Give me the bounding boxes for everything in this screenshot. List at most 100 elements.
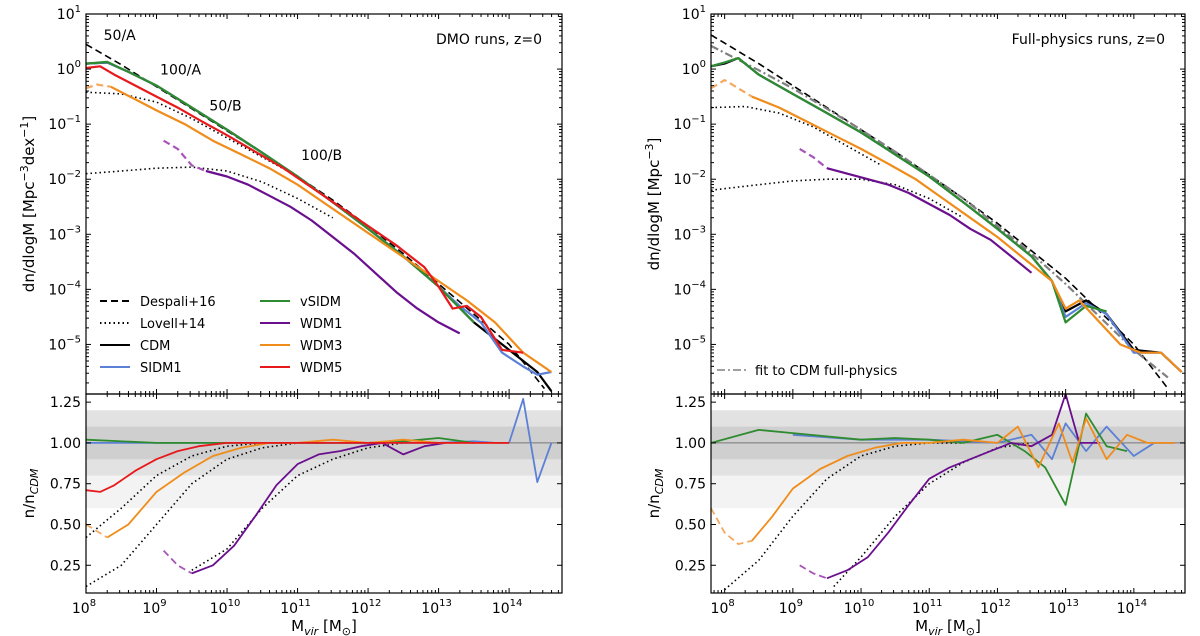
series-line-lovell-14-wdm1- xyxy=(86,166,334,219)
series-line-wdm3-unresolved- xyxy=(711,78,753,98)
ratio-series xyxy=(711,394,1175,591)
ratio-line-vsidm xyxy=(711,412,1128,506)
run-annotation: 50/A xyxy=(104,28,137,44)
y-tick-label: 10−5 xyxy=(48,334,81,353)
x-tick-label: 1012 xyxy=(980,598,1011,617)
x-tick-label: 1012 xyxy=(351,598,382,617)
run-annotation: 100/B xyxy=(301,148,342,164)
series-line-cdm xyxy=(711,56,1183,373)
mass-function-series xyxy=(711,34,1183,389)
y-tick-label: 100 xyxy=(682,59,706,78)
y-tick-label: 10−1 xyxy=(673,114,706,133)
x-axis-label: Mvir [M⊙] xyxy=(915,617,981,636)
y-tick-label: 10−3 xyxy=(48,224,81,243)
x-tick-label: 1014 xyxy=(1117,598,1148,617)
y-tick-label: 10−2 xyxy=(48,169,81,188)
panel-title: DMO runs, z=0 xyxy=(436,32,542,48)
legend: fit to CDM full-physics xyxy=(717,364,897,379)
x-tick-label: 109 xyxy=(142,598,166,617)
legend-label: Lovell+14 xyxy=(140,317,205,332)
x-axis-label: Mvir [M⊙] xyxy=(291,617,357,636)
legend-label: CDM xyxy=(140,339,170,354)
x-tick-label: 1013 xyxy=(1048,598,1079,617)
series-line-wdm1 xyxy=(205,169,461,335)
legend-label: fit to CDM full-physics xyxy=(755,364,897,379)
ratio-line-lovell-14-wdm1- xyxy=(191,442,404,571)
x-tick-label: 108 xyxy=(711,598,735,617)
y-tick-label: 10−4 xyxy=(673,279,706,298)
ratio-line-wdm1-unresolved- xyxy=(799,564,828,580)
y-axis-label: dn/dlogM [Mpc−3] xyxy=(643,138,663,271)
ratio-line-lovell-14-wdm5- xyxy=(86,442,298,539)
ratio-bands xyxy=(711,410,1185,509)
series-line-sidm1 xyxy=(711,56,1183,373)
y-tick-label: 100 xyxy=(57,59,81,78)
legend-label: WDM3 xyxy=(300,339,342,354)
x-tick-label: 108 xyxy=(72,598,96,617)
legend-label: WDM1 xyxy=(300,317,342,332)
y-tick-label: 101 xyxy=(682,4,706,23)
series-line-wdm1 xyxy=(826,167,1033,274)
ratio-tick-label: 0.75 xyxy=(50,477,81,493)
ratio-tick-label: 1.00 xyxy=(50,436,81,452)
ratio-tick-label: 1.25 xyxy=(675,395,706,411)
legend-label: WDM5 xyxy=(300,361,342,376)
y-tick-label: 10−2 xyxy=(673,169,706,188)
series-line-wdm3 xyxy=(751,95,1183,373)
ratio-tick-label: 1.00 xyxy=(675,436,706,452)
y-tick-label: 101 xyxy=(57,4,81,23)
ratio-line-lovell-14-wdm3- xyxy=(86,442,333,588)
ratio-line-lovell-14-wdm1- xyxy=(833,442,1032,588)
ratio-series xyxy=(86,397,553,588)
panel-full-physics-runs: 108 109 1010 1011 1012 1013 1014 101 100 10−1 10−2… xyxy=(643,4,1186,636)
ratio-line-wdm3 xyxy=(751,417,1175,542)
ratio-line-wdm3-unresolved- xyxy=(711,507,753,545)
legend-label: vSIDM xyxy=(300,295,341,310)
ratio-tick-label: 0.25 xyxy=(675,558,706,574)
series-line-vsidm xyxy=(86,60,475,324)
ratio-tick-label: 0.25 xyxy=(50,558,81,574)
ratio-axes-frame xyxy=(710,393,1186,594)
ratio-tick-label: 0.75 xyxy=(675,477,706,493)
run-annotation: 50/B xyxy=(209,98,241,114)
series-line-wdm3 xyxy=(110,85,553,373)
x-tick-label: 1010 xyxy=(844,598,875,617)
y-tick-label: 10−1 xyxy=(48,114,81,133)
series-line-despali-16 xyxy=(711,34,1169,389)
x-tick-label: 109 xyxy=(779,598,803,617)
panel-title: Full-physics runs, z=0 xyxy=(1012,32,1165,48)
legend-label: SIDM1 xyxy=(140,361,182,376)
y-axis-label: dn/dlogM [Mpc−3dex−1] xyxy=(18,116,38,292)
ratio-axes-frame xyxy=(85,393,563,594)
ratio-axis-label: n/nCDM xyxy=(20,468,41,518)
y-tick-label: 10−4 xyxy=(48,279,81,298)
y-tick-label: 10−3 xyxy=(673,224,706,243)
ratio-axis-label: n/nCDM xyxy=(645,468,666,518)
ratio-line-wdm1 xyxy=(191,441,446,575)
ratio-tick-label: 0.50 xyxy=(675,517,706,533)
series-line-lovell-14-wdm3- xyxy=(711,105,882,167)
x-tick-label: 1011 xyxy=(912,598,943,617)
x-tick-label: 1013 xyxy=(421,598,452,617)
y-tick-label: 10−5 xyxy=(673,334,706,353)
ratio-tick-label: 1.25 xyxy=(50,395,81,411)
series-line-wdm1-unresolved- xyxy=(163,139,207,173)
series-line-vsidm xyxy=(711,56,1107,324)
run-annotation: 100/A xyxy=(160,63,201,79)
x-tick-label: 1014 xyxy=(492,598,523,617)
series-line-wdm5 xyxy=(86,65,524,354)
ratio-line-wdm3-unresolved- xyxy=(86,523,108,539)
series-line-wdm1-unresolved- xyxy=(799,147,828,170)
legend-label: Despali+16 xyxy=(140,295,216,310)
x-tick-label: 1010 xyxy=(210,598,241,617)
series-line-fit-to-cdm-full-physics xyxy=(711,44,1169,379)
ratio-line-wdm1-unresolved- xyxy=(162,549,193,575)
legend: Despali+16 Lovell+14 CDM SIDM1 vSIDM WDM1 WDM3… xyxy=(100,295,342,376)
ratio-tick-label: 0.50 xyxy=(50,517,81,533)
ratio-line-wdm1 xyxy=(826,394,1100,580)
series-line-wdm3-unresolved- xyxy=(86,83,111,90)
x-tick-label: 1011 xyxy=(280,598,311,617)
ratio-line-lovell-14-wdm3- xyxy=(724,442,964,591)
ratio-line-wdm5 xyxy=(86,441,510,493)
